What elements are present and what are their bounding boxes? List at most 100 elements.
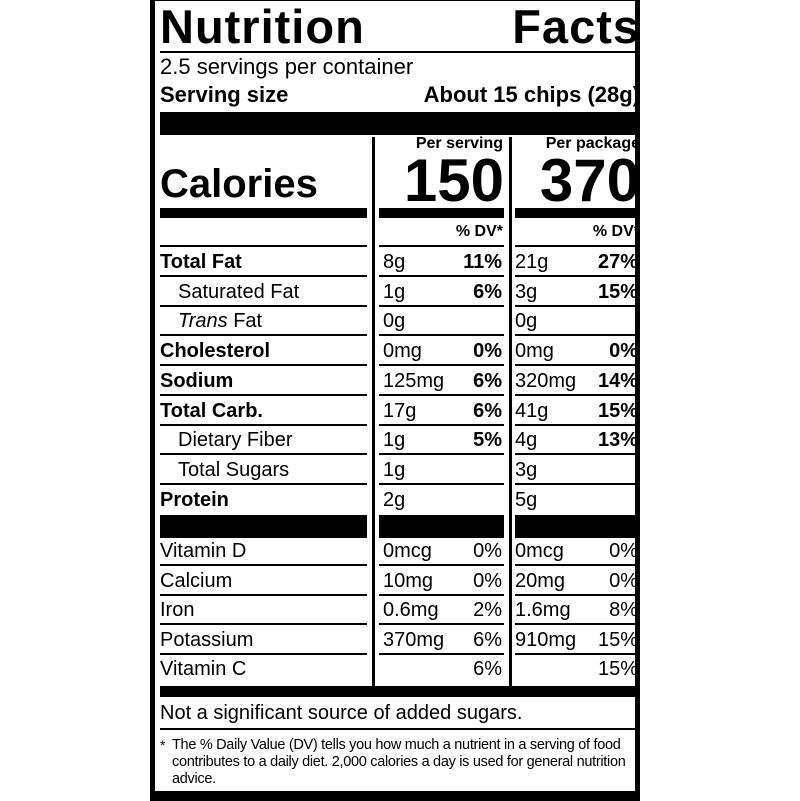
servings-per-container: 2.5 servings per container — [160, 54, 414, 79]
nutrient-row: Dietary Fiber 1g 5% 4g 13% — [0, 426, 800, 456]
package-dv: 8% — [609, 599, 638, 622]
nutrient-name: Sodium — [160, 369, 234, 392]
package-cell: 0mg 0% — [515, 337, 640, 367]
package-cell: 3g — [515, 456, 640, 485]
nutrient-row: Total Carb. 17g 6% 41g 15% — [0, 397, 800, 426]
nutrient-name: Total Sugars — [178, 458, 290, 481]
package-amount: 3g — [515, 280, 538, 303]
column-divider — [509, 137, 512, 686]
divider — [160, 245, 367, 247]
divider — [160, 728, 640, 730]
serving-amount: 0mg — [383, 340, 422, 363]
serving-dv: 11% — [463, 251, 502, 273]
package-cell: 3g 15% — [515, 278, 640, 307]
package-amount: 4g — [515, 429, 538, 452]
nutrient-name: Calcium — [160, 569, 233, 592]
nutrient-name: Vitamin D — [160, 540, 247, 562]
nutrient-row: Cholesterol 0mg 0% 0mg 0% — [0, 337, 800, 367]
nutrient-name: Iron — [160, 599, 195, 622]
nutrient-label: Potassium — [160, 626, 367, 655]
package-dv: 15% — [597, 658, 638, 681]
vitamin-row: Vitamin C 6% 15% — [0, 655, 800, 684]
serving-amount: 2g — [383, 488, 406, 511]
nutrient-label: Cholesterol — [160, 337, 367, 367]
serving-amount: 1g — [383, 429, 406, 452]
nutrient-row: Saturated Fat 1g 6% 3g 15% — [0, 278, 800, 307]
thick-divider — [160, 686, 640, 697]
added-sugars-note: Not a significant source of added sugars… — [160, 702, 523, 724]
nutrient-row: Sodium 125mg 6% 320mg 14% — [0, 367, 800, 396]
per-package-header: Per package — [545, 135, 640, 152]
nutrient-label: Vitamin D — [160, 537, 367, 566]
nutrient-label: Vitamin C — [160, 655, 367, 682]
serving-dv: 0% — [473, 540, 502, 562]
serving-amount: 370mg — [383, 628, 445, 651]
serving-amount: 0mcg — [383, 540, 432, 562]
title-word-2: Facts — [512, 0, 640, 53]
vitamin-row: Potassium 370mg 6% 910mg 15% — [0, 626, 800, 655]
serving-amount: 0g — [383, 310, 406, 333]
serving-dv: 6% — [473, 280, 502, 303]
package-cell: 910mg 15% — [515, 626, 640, 655]
thick-divider — [515, 515, 640, 538]
vitamin-row: Vitamin D 0mcg 0% 0mcg 0% — [0, 537, 800, 566]
divider — [160, 51, 640, 53]
serving-cell: 6% — [379, 655, 504, 682]
nutrient-name: Potassium — [160, 628, 254, 651]
divider — [515, 245, 640, 247]
nutrient-name: Dietary Fiber — [178, 429, 293, 452]
dv-header-package: % DV* — [592, 223, 640, 240]
nutrient-name: Saturated Fat — [178, 280, 300, 303]
serving-cell: 8g 11% — [379, 248, 504, 277]
serving-cell: 370mg 6% — [379, 626, 504, 655]
package-amount: 21g — [515, 251, 549, 273]
package-cell: 1.6mg 8% — [515, 596, 640, 626]
column-divider — [372, 137, 375, 686]
nutrient-label: Total Carb. — [160, 397, 367, 426]
footnote-mark: * — [160, 737, 166, 753]
package-amount: 3g — [515, 458, 538, 481]
nutrient-name-text: Fat — [233, 310, 263, 333]
package-amount: 20mg — [515, 569, 566, 592]
package-dv: 13% — [597, 429, 638, 452]
package-amount: 320mg — [515, 369, 577, 392]
package-cell: 15% — [515, 655, 640, 682]
package-dv: 15% — [597, 280, 638, 303]
serving-dv: 6% — [473, 369, 502, 392]
nutrient-label: Protein — [160, 486, 367, 513]
calories-per-package: 370 — [539, 147, 640, 214]
dv-header-serving: % DV* — [455, 223, 503, 240]
package-cell: 20mg 0% — [515, 567, 640, 596]
divider — [379, 245, 504, 247]
serving-amount: 10mg — [383, 569, 434, 592]
nutrient-name: Vitamin C — [160, 658, 247, 681]
package-dv: 0% — [609, 340, 638, 363]
serving-cell: 0g — [379, 307, 504, 337]
serving-amount: 8g — [383, 251, 406, 273]
package-cell: 21g 27% — [515, 248, 640, 277]
serving-dv: 2% — [473, 599, 502, 622]
nutrient-row: Total Fat 8g 11% 21g 27% — [0, 248, 800, 277]
serving-cell: 0.6mg 2% — [379, 596, 504, 626]
serving-cell: 10mg 0% — [379, 567, 504, 596]
nutrient-label: Trans Fat — [160, 307, 367, 337]
package-amount: 5g — [515, 488, 538, 511]
package-dv: 14% — [597, 369, 638, 392]
package-cell: 0mcg 0% — [515, 537, 640, 566]
per-serving-header: Per serving — [415, 135, 503, 152]
package-dv: 27% — [597, 251, 638, 273]
serving-size-label: Serving size — [160, 82, 289, 107]
serving-cell: 0mcg 0% — [379, 537, 504, 566]
package-cell: 5g — [515, 486, 640, 513]
serving-amount: 1g — [383, 458, 406, 481]
serving-amount: 0.6mg — [383, 599, 439, 622]
nutrient-label: Total Fat — [160, 248, 367, 277]
calories-divider — [160, 208, 367, 218]
nutrient-name-italic: Trans — [178, 310, 228, 333]
package-cell: 41g 15% — [515, 397, 640, 426]
package-amount: 41g — [515, 399, 549, 422]
serving-size-value: About 15 chips (28g) — [423, 82, 640, 107]
vitamin-row: Calcium 10mg 0% 20mg 0% — [0, 567, 800, 596]
serving-amount: 17g — [383, 399, 417, 422]
package-cell: 0g — [515, 307, 640, 337]
